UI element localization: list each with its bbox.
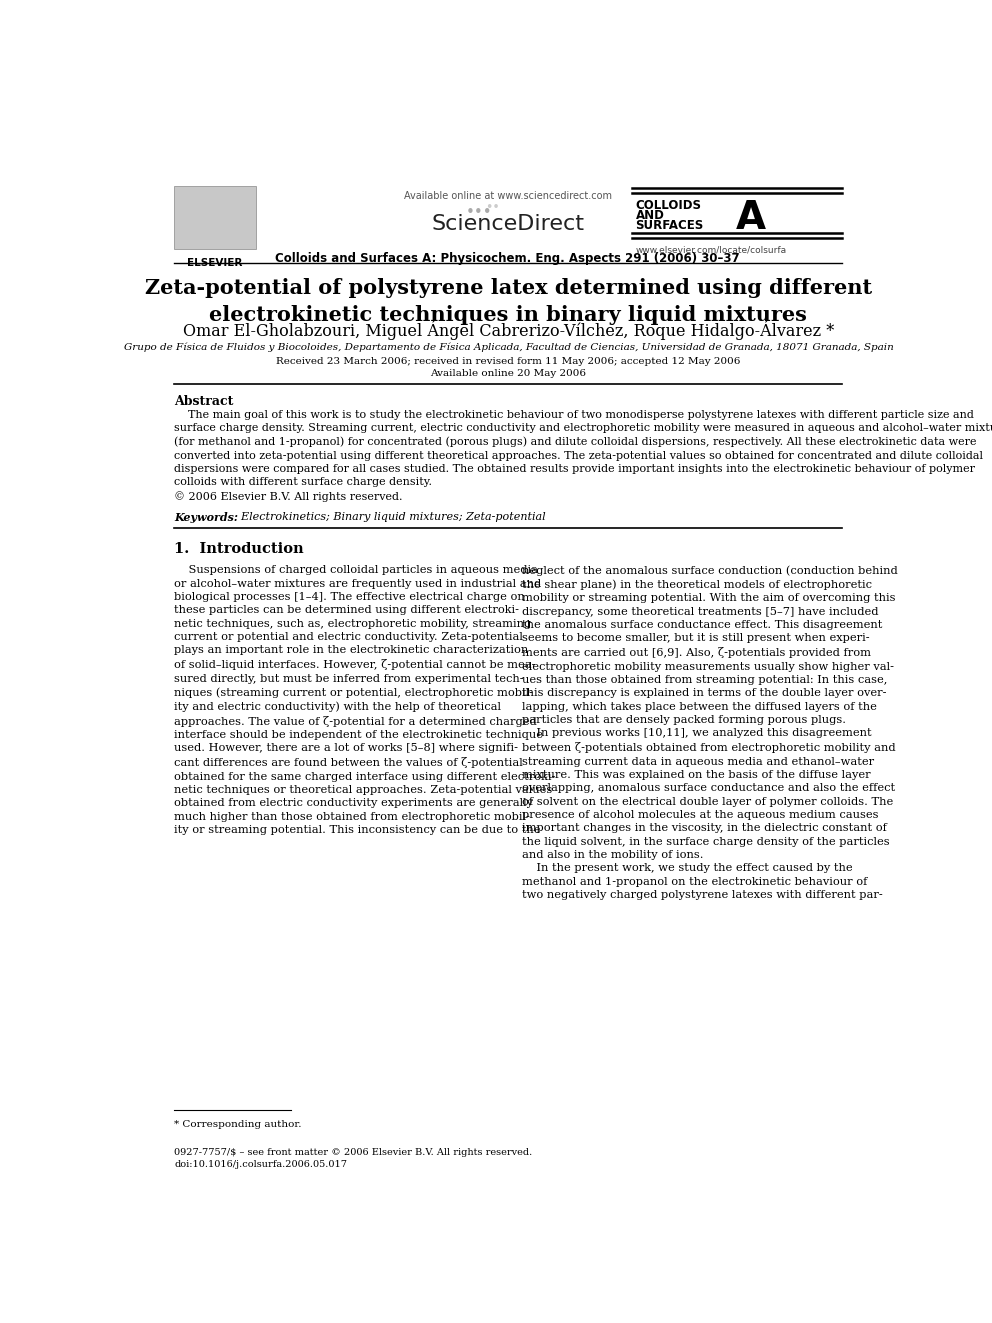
Text: Electrokinetics; Binary liquid mixtures; Zeta-potential: Electrokinetics; Binary liquid mixtures;… xyxy=(234,512,546,523)
Bar xyxy=(175,185,256,249)
Text: Zeta-potential of polystyrene latex determined using different
electrokinetic te: Zeta-potential of polystyrene latex dete… xyxy=(145,278,872,324)
Text: ELSEVIER: ELSEVIER xyxy=(187,258,243,269)
Text: COLLOIDS: COLLOIDS xyxy=(636,198,701,212)
Text: ••: •• xyxy=(485,201,500,214)
Text: Available online at www.sciencedirect.com: Available online at www.sciencedirect.co… xyxy=(405,191,612,201)
Text: Keywords:: Keywords: xyxy=(175,512,238,523)
Text: Abstract: Abstract xyxy=(175,396,234,409)
Text: 1.  Introduction: 1. Introduction xyxy=(175,542,304,556)
Text: •••: ••• xyxy=(466,205,492,220)
Text: ScienceDirect: ScienceDirect xyxy=(432,214,585,234)
Text: AND: AND xyxy=(636,209,665,222)
Text: The main goal of this work is to study the electrokinetic behaviour of two monod: The main goal of this work is to study t… xyxy=(175,410,992,501)
Text: * Corresponding author.: * Corresponding author. xyxy=(175,1121,302,1130)
Text: Omar El-Gholabzouri, Miguel Ángel Cabrerizo-Vílchez, Roque Hidalgo-Álvarez *: Omar El-Gholabzouri, Miguel Ángel Cabrer… xyxy=(183,320,834,340)
Text: Received 23 March 2006; received in revised form 11 May 2006; accepted 12 May 20: Received 23 March 2006; received in revi… xyxy=(276,357,741,366)
Text: neglect of the anomalous surface conduction (conduction behind
the shear plane) : neglect of the anomalous surface conduct… xyxy=(522,565,898,900)
Text: Colloids and Surfaces A: Physicochem. Eng. Aspects 291 (2006) 30–37: Colloids and Surfaces A: Physicochem. En… xyxy=(275,251,740,265)
Text: www.elsevier.com/locate/colsurfa: www.elsevier.com/locate/colsurfa xyxy=(636,246,787,255)
Text: 0927-7757/$ – see front matter © 2006 Elsevier B.V. All rights reserved.: 0927-7757/$ – see front matter © 2006 El… xyxy=(175,1148,533,1158)
Text: doi:10.1016/j.colsurfa.2006.05.017: doi:10.1016/j.colsurfa.2006.05.017 xyxy=(175,1160,347,1168)
Text: SURFACES: SURFACES xyxy=(636,218,703,232)
Text: A: A xyxy=(736,198,767,237)
Text: Available online 20 May 2006: Available online 20 May 2006 xyxy=(431,369,586,378)
Text: Suspensions of charged colloidal particles in aqueous media
or alcohol–water mix: Suspensions of charged colloidal particl… xyxy=(175,565,556,835)
Text: Grupo de Física de Fluidos y Biocoloides, Departamento de Física Aplicada, Facul: Grupo de Física de Fluidos y Biocoloides… xyxy=(124,343,893,352)
